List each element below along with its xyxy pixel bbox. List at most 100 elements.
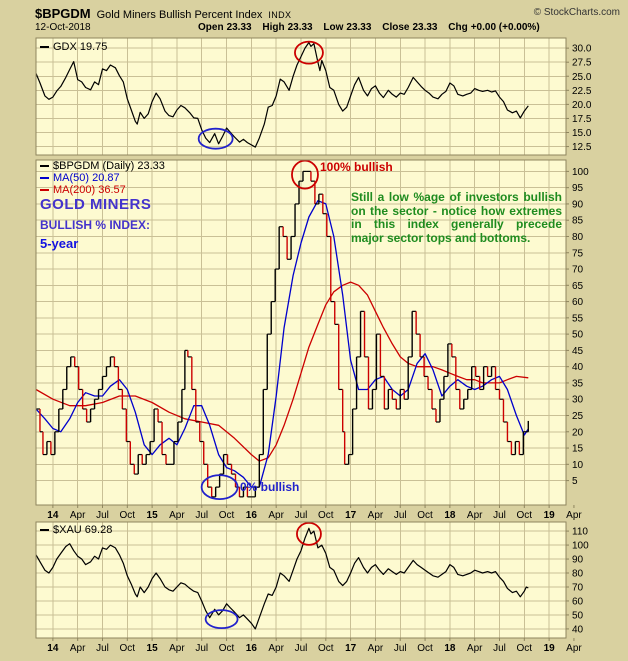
y-tick-label: 50 (572, 610, 584, 621)
y-tick-label: 60 (572, 297, 584, 308)
x-tick-label: Oct (318, 643, 334, 654)
x-tick-label: Apr (566, 643, 582, 654)
x-tick-label: Jul (493, 643, 506, 654)
y-tick-label: 50 (572, 330, 584, 341)
x-tick-label: Apr (368, 643, 384, 654)
x-tick-label: 18 (444, 510, 456, 521)
y-tick-label: 80 (572, 232, 584, 243)
y-tick-label: 30.0 (572, 44, 592, 55)
bpgdm-legend-label: $BPGDM (Daily) 23.33 (53, 160, 165, 172)
y-tick-label: 17.5 (572, 114, 592, 125)
y-tick-label: 20 (572, 427, 584, 438)
index-name: Gold Miners Bullish Percent Index (96, 9, 263, 21)
gdx-line-icon (40, 46, 49, 49)
x-tick-label: Jul (195, 510, 208, 521)
ticker-symbol: $BPGDM (35, 6, 91, 21)
y-tick-label: 12.5 (572, 142, 592, 153)
x-tick-label: Apr (566, 510, 582, 521)
gdx-bottom-blue-circle (197, 127, 234, 150)
bpgdm-100-red-circle (291, 159, 319, 190)
bpgdm-0-blue-circle (200, 474, 239, 500)
x-tick-label: Jul (394, 510, 407, 521)
x-tick-label: Jul (394, 643, 407, 654)
x-tick-label: Oct (517, 510, 533, 521)
x-tick-label: Jul (493, 510, 506, 521)
y-tick-label: 20.0 (572, 100, 592, 111)
y-tick-label: 5 (572, 476, 578, 487)
y-tick-label: 100 (572, 167, 589, 178)
bpgdm-line-icon (40, 165, 49, 168)
headline-5-year: 5-year (40, 235, 79, 251)
y-tick-label: 65 (572, 281, 584, 292)
chg-value: +0.00 (+0.00%) (470, 22, 540, 33)
stockcharts-copyright-link[interactable]: © StockCharts.com (533, 7, 620, 18)
y-tick-label: 70 (572, 265, 584, 276)
x-tick-label: 15 (147, 643, 159, 654)
y-tick-label: 90 (572, 199, 584, 210)
bpgdm-legend: $BPGDM (Daily) 23.33 MA(50) 20.87 MA(200… (40, 160, 165, 196)
close-quote: Close 23.33 (382, 22, 437, 33)
y-tick-label: 80 (572, 569, 584, 580)
x-tick-label: Apr (70, 510, 86, 521)
series-line-gdx (35, 41, 529, 148)
open-value: 23.33 (226, 22, 252, 33)
x-tick-label: 17 (345, 510, 357, 521)
y-tick-label: 100 (572, 541, 589, 552)
plot-border (35, 37, 567, 156)
x-tick-label: 15 (147, 510, 159, 521)
y-tick-label: 45 (572, 346, 584, 357)
panel-gdx: 30.0 27.5 25.0 22.5 20.0 17.5 15.0 12.5 (35, 37, 592, 156)
open-quote: Open 23.33 (198, 22, 252, 33)
x-tick-label: Apr (268, 643, 284, 654)
x-tick-label: Apr (268, 510, 284, 521)
ohlc-quote-line: Open 23.33 High 23.33 Low 23.33 Close 23.33 … (198, 22, 548, 33)
x-tick-label: Apr (368, 510, 384, 521)
x-tick-label: Oct (517, 643, 533, 654)
xau-legend-label: $XAU 69.28 (53, 524, 113, 536)
xau-bottom-blue-circle (204, 609, 239, 630)
y-tick-label: 60 (572, 596, 584, 607)
close-value: 23.33 (412, 22, 438, 33)
x-tick-label: 16 (246, 643, 258, 654)
y-tick-label: 25 (572, 411, 584, 422)
annotation-100-percent-bullish: 100% bullish (320, 160, 393, 174)
x-tick-label: Jul (295, 643, 308, 654)
x-tick-label: 19 (544, 510, 556, 521)
y-tick-label: 40 (572, 624, 584, 635)
x-tick-label: Oct (417, 510, 433, 521)
y-tick-label: 110 (572, 527, 588, 538)
headline-bullish-index: BULLISH % INDEX: (40, 217, 151, 232)
x-tick-label: Jul (195, 643, 208, 654)
panel-xau: 110 100 90 80 70 60 50 40 14 Apr Jul Oct 15 Apr Jul Oct… (35, 521, 589, 654)
y-tick-label: 85 (572, 216, 584, 227)
high-value: 23.33 (287, 22, 313, 33)
y-tick-label: 95 (572, 183, 584, 194)
x-tick-label: Oct (417, 643, 433, 654)
x-tick-label: 17 (345, 643, 357, 654)
xau-top-red-circle (296, 521, 322, 546)
ma50-legend-label: MA(50) 20.87 (53, 172, 120, 184)
gdx-legend-label: GDX 19.75 (53, 41, 108, 53)
x-tick-label: Apr (169, 643, 185, 654)
y-tick-label: 75 (572, 248, 584, 259)
bpgdm-legend-row: $BPGDM (Daily) 23.33 (40, 160, 165, 172)
x-tick-label: Oct (120, 643, 136, 654)
y-tick-label: 70 (572, 582, 584, 593)
ma50-legend-row: MA(50) 20.87 (40, 172, 165, 184)
low-label: Low (323, 22, 344, 33)
annotation-0-percent-bullish: 0% bullish (240, 480, 300, 494)
gdx-legend: GDX 19.75 (40, 41, 107, 53)
y-tick-label: 55 (572, 313, 584, 324)
ma200-legend-row: MA(200) 36.57 (40, 184, 165, 196)
ma200-legend-label: MA(200) 36.57 (53, 184, 126, 196)
x-tick-label: Apr (169, 510, 185, 521)
x-tick-label: Oct (219, 643, 235, 654)
series-line-ma200 (35, 281, 529, 462)
open-label: Open (198, 22, 224, 33)
x-tick-label: Apr (70, 643, 86, 654)
y-tick-label: 40 (572, 362, 584, 373)
chg-label: Chg (448, 22, 468, 33)
x-tick-label: Jul (96, 510, 109, 521)
